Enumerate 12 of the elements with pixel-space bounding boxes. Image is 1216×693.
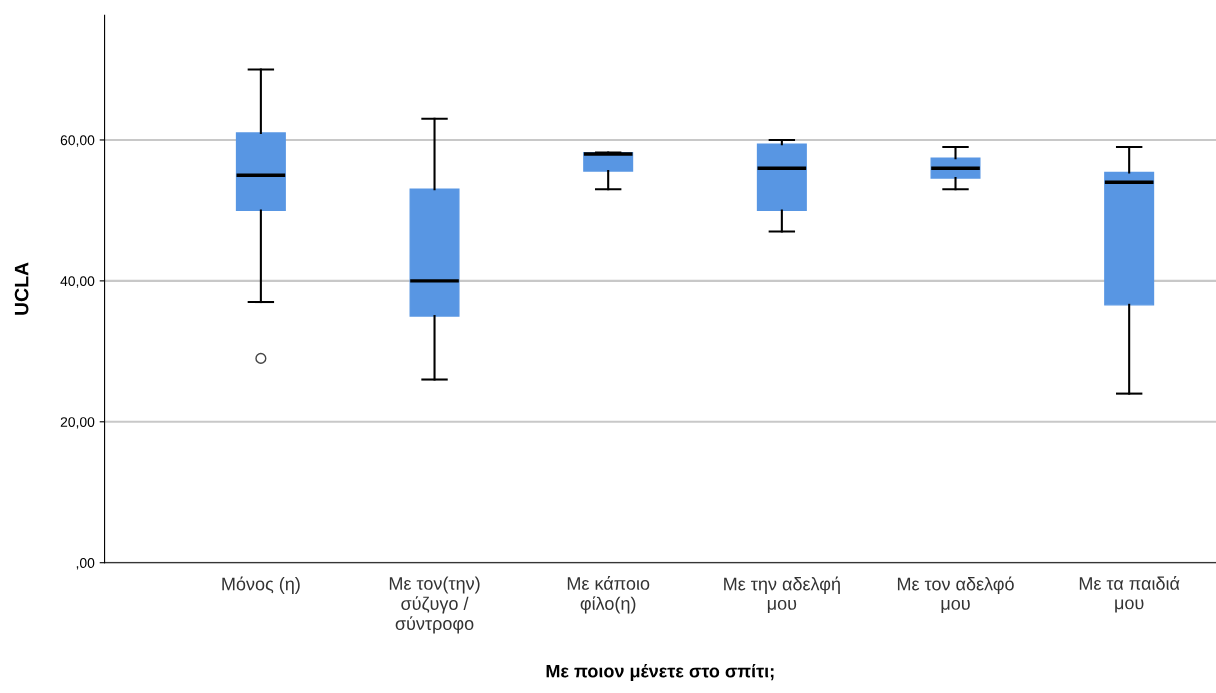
x-tick-label: Με τον(την) σύζυγο / σύντροφο	[389, 576, 480, 634]
x-axis-title: Με ποιον μένετε στο σπίτι;	[546, 664, 774, 682]
y-tick-label: 60,00	[60, 135, 95, 147]
y-axis-title: UCLA	[14, 262, 29, 315]
x-tick-label: Μόνος (η)	[222, 576, 300, 594]
x-tick-label: Με τον αδελφό μου	[897, 576, 1014, 614]
y-tick-label: ,00	[76, 558, 95, 570]
y-tick-label: 20,00	[60, 417, 95, 429]
x-tick-label: Με τα παιδιά μου	[1079, 576, 1180, 613]
y-tick-label: 40,00	[60, 276, 95, 288]
x-tick-label: Με κάποιο φίλο(η)	[567, 576, 650, 614]
x-tick-label: Με την αδελφή μου	[724, 576, 840, 614]
